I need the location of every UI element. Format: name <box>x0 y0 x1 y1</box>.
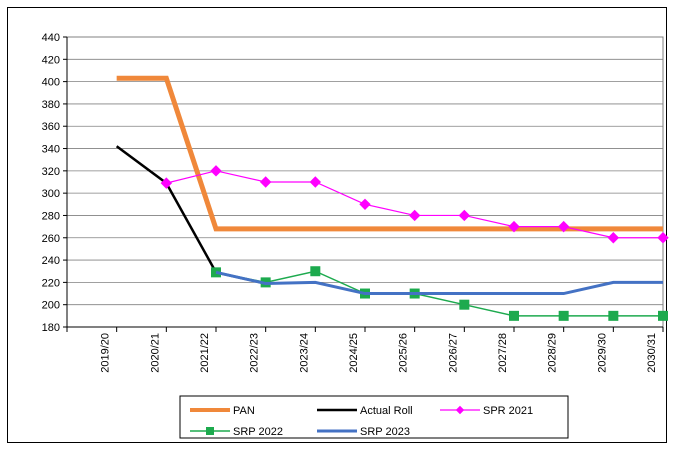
x-tick-label: 2028/29 <box>547 333 559 373</box>
legend-label: PAN <box>233 405 255 417</box>
x-tick-label: 2022/23 <box>249 333 261 373</box>
y-tick-label: 180 <box>42 322 60 334</box>
data-point <box>607 232 620 244</box>
x-tick-label: 2029/30 <box>596 333 608 373</box>
legend-item-spr-2021: SPR 2021 <box>440 405 533 417</box>
y-tick-label: 400 <box>42 77 60 89</box>
legend-label: SPR 2021 <box>483 405 533 417</box>
series-group <box>115 75 669 321</box>
data-point <box>259 176 272 188</box>
legend-item-actual-roll: Actual Roll <box>317 405 413 417</box>
y-tick-label: 200 <box>42 300 60 312</box>
data-point <box>558 310 569 321</box>
legend-label: Actual Roll <box>360 405 413 417</box>
data-point <box>309 176 322 188</box>
x-tick-label: 2024/25 <box>348 333 360 373</box>
legend: PAN Actual Roll SPR 2021 SRP 2022 SRP 2023 <box>179 395 569 439</box>
legend-item-pan: PAN <box>190 405 255 417</box>
y-axis: 180 200 220 240 260 280 300 320 340 360 380 400 420 4… <box>42 32 68 334</box>
legend-label: SRP 2022 <box>233 426 283 438</box>
data-point <box>310 266 321 277</box>
series-line-srp-2023 <box>215 270 663 296</box>
y-tick-label: 220 <box>42 277 60 289</box>
legend-marker <box>206 427 214 435</box>
legend-label: SRP 2023 <box>360 426 410 438</box>
data-point <box>608 310 619 321</box>
x-tick-label: 2026/27 <box>447 333 459 373</box>
data-point <box>509 310 519 321</box>
series-line-srp-2022 <box>215 270 663 317</box>
series-srp-2023 <box>215 270 663 296</box>
x-tick-label: 2025/26 <box>398 333 410 373</box>
data-point <box>459 299 470 310</box>
data-point <box>210 165 222 177</box>
data-point <box>160 177 173 189</box>
legend-item-srp-2022: SRP 2022 <box>190 426 283 438</box>
x-axis: 2019/20 2020/21 2021/22 2022/23 2023/24 2024/… <box>66 326 664 373</box>
x-tick-label: 2023/24 <box>298 333 310 373</box>
legend-marker <box>455 405 465 415</box>
y-tick-label: 280 <box>42 210 60 222</box>
x-tick-label: 2019/20 <box>100 333 112 373</box>
data-point <box>658 310 668 321</box>
x-tick-label: 2030/31 <box>646 333 658 373</box>
y-tick-label: 360 <box>42 121 60 133</box>
y-tick-label: 260 <box>42 233 60 245</box>
legend-item-srp-2023: SRP 2023 <box>317 426 410 438</box>
data-point <box>458 209 471 222</box>
y-tick-label: 420 <box>42 54 60 66</box>
x-tick-label: 2020/21 <box>149 333 161 373</box>
y-tick-label: 340 <box>42 144 60 156</box>
y-tick-label: 300 <box>42 188 60 200</box>
data-point <box>508 220 520 233</box>
data-point <box>657 232 669 244</box>
series-spr-2021 <box>160 165 669 244</box>
y-tick-label: 440 <box>42 32 60 44</box>
y-tick-label: 240 <box>42 255 60 267</box>
y-tick-label: 320 <box>42 166 60 178</box>
data-point <box>557 220 570 233</box>
legend-box <box>179 395 569 439</box>
y-tick-label: 380 <box>42 99 60 111</box>
x-tick-label: 2027/28 <box>497 333 509 373</box>
data-point <box>408 209 421 222</box>
data-point <box>359 198 371 211</box>
x-tick-label: 2021/22 <box>199 333 211 373</box>
